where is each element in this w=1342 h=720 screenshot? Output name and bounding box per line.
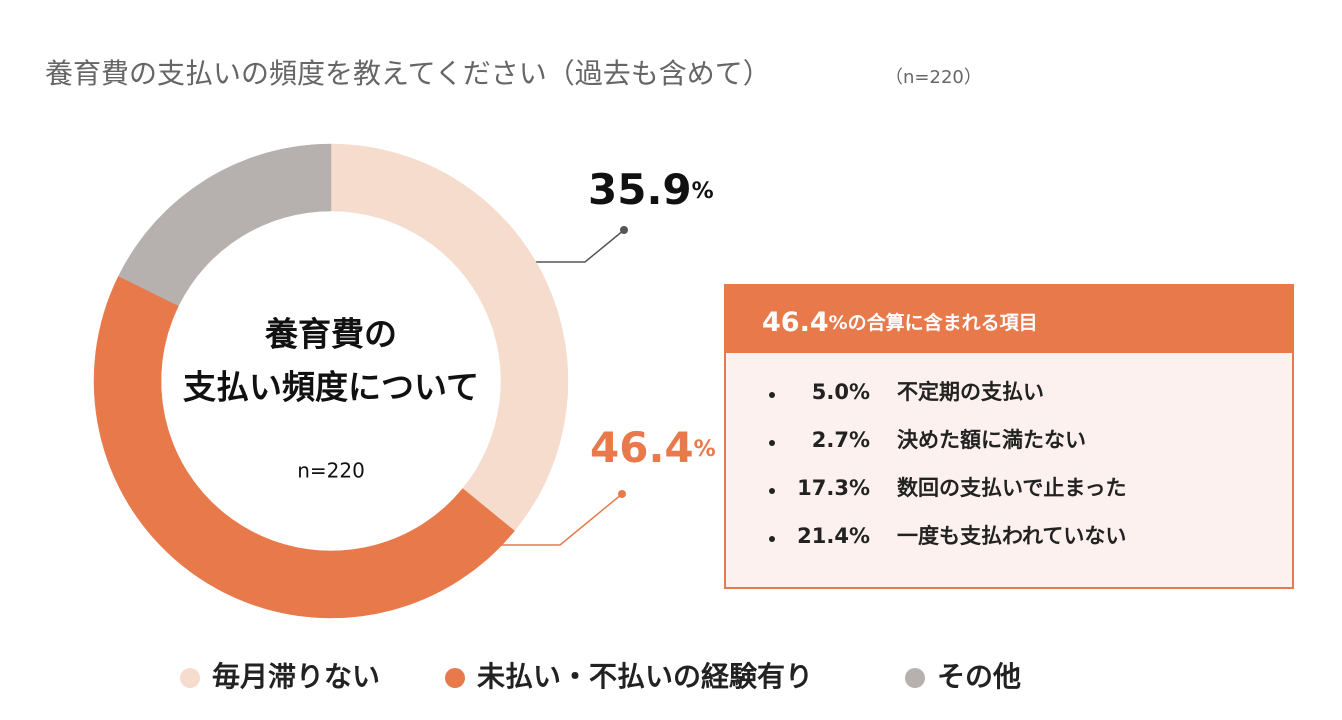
- bullet: [769, 536, 775, 542]
- legend-label: 毎月滞りない: [212, 660, 380, 693]
- callout-unit: %: [694, 437, 716, 462]
- center-note: n=220: [297, 459, 365, 483]
- legend-marker: [180, 668, 200, 688]
- leader-dot: [618, 490, 626, 498]
- item-value: 17.3%: [797, 476, 870, 500]
- item-value: 2.7%: [812, 428, 870, 452]
- item-label: 決めた額に満たない: [897, 428, 1086, 452]
- bullet: [769, 392, 775, 398]
- legend-marker: [905, 668, 925, 688]
- donut-segment: [118, 143, 332, 307]
- leader-line: [527, 229, 625, 263]
- donut-segment: [180, 512, 425, 619]
- center-label: 養育費の: [264, 315, 397, 354]
- donut-segment: [330, 143, 569, 532]
- callout-unit: %: [692, 179, 714, 204]
- callout-value: 46.4: [590, 423, 694, 472]
- breakdown-header: [725, 285, 1293, 353]
- legend-marker: [445, 668, 465, 688]
- bullet: [769, 440, 775, 446]
- item-value: 21.4%: [797, 524, 870, 548]
- center-label: 支払い頻度について: [183, 368, 479, 407]
- item-label: 不定期の支払い: [897, 380, 1044, 404]
- chart-title: 養育費の支払いの頻度を教えてください（過去も含めて）: [45, 57, 771, 90]
- callout: 46.4%: [590, 423, 716, 472]
- chart-subtitle: （n=220）: [885, 67, 982, 88]
- item-label: 一度も支払われていない: [897, 524, 1126, 548]
- breakdown-title-text: %の合算に含まれる項目: [829, 311, 1038, 334]
- callout: 35.9%: [588, 165, 714, 214]
- item-value: 5.0%: [812, 380, 870, 404]
- bullet: [769, 488, 775, 494]
- legend-label: 未払い・不払いの経験有り: [477, 660, 813, 693]
- leader-dot: [620, 226, 628, 234]
- breakdown-title-number: 46.4: [762, 307, 829, 338]
- leader-line: [500, 493, 623, 546]
- breakdown-title: 46.4%の合算に含まれる項目: [762, 307, 1038, 338]
- item-label: 数回の支払いで止まった: [897, 476, 1127, 500]
- legend-label: その他: [937, 660, 1021, 693]
- donut-segment: [93, 275, 224, 565]
- callout-value: 35.9: [588, 165, 692, 214]
